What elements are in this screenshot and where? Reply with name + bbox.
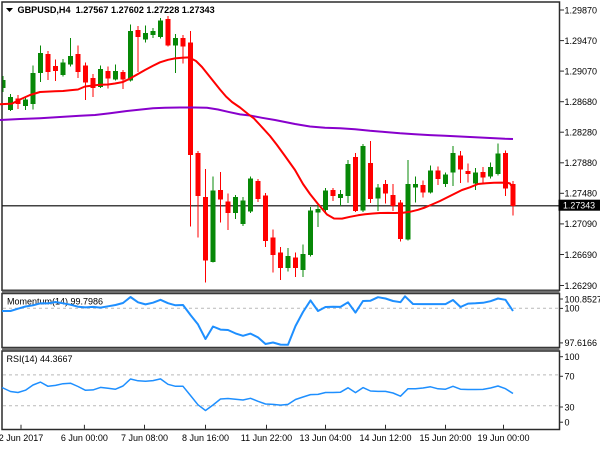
svg-text:0: 0 [565,418,570,428]
svg-text:100: 100 [565,304,580,314]
svg-text:97.6166: 97.6166 [565,338,598,348]
svg-text:1.26290: 1.26290 [565,281,598,291]
svg-text:1.27343: 1.27343 [563,201,595,211]
svg-text:RSI(14) 44.3667: RSI(14) 44.3667 [7,354,73,364]
svg-text:1.28680: 1.28680 [565,97,598,107]
svg-text:15 Jun 20:00: 15 Jun 20:00 [419,433,471,443]
svg-text:70: 70 [565,372,575,382]
svg-text:2 Jun 2017: 2 Jun 2017 [0,433,43,443]
svg-text:11 Jun 22:00: 11 Jun 22:00 [241,433,292,443]
svg-text:1.26690: 1.26690 [565,250,598,260]
svg-text:7 Jun 08:00: 7 Jun 08:00 [121,433,168,443]
svg-text:GBPUSD,H4 1.27567 1.27602 1.2: GBPUSD,H4 1.27567 1.27602 1.27228 1.2734… [18,5,215,15]
svg-text:13 Jun 04:00: 13 Jun 04:00 [299,433,351,443]
svg-text:1.29870: 1.29870 [565,5,598,15]
svg-text:1.29470: 1.29470 [565,36,598,46]
svg-text:1.27480: 1.27480 [565,189,598,199]
svg-text:1.28280: 1.28280 [565,128,598,138]
svg-text:100: 100 [565,352,580,362]
svg-text:1.27090: 1.27090 [565,219,598,229]
svg-text:19 Jun 00:00: 19 Jun 00:00 [477,433,529,443]
svg-text:1.29070: 1.29070 [565,66,598,76]
svg-text:6 Jun 00:00: 6 Jun 00:00 [61,433,108,443]
svg-text:30: 30 [565,402,575,412]
svg-text:14 Jun 12:00: 14 Jun 12:00 [359,433,411,443]
svg-text:1.27880: 1.27880 [565,158,598,168]
svg-text:8 Jun 16:00: 8 Jun 16:00 [182,433,229,443]
